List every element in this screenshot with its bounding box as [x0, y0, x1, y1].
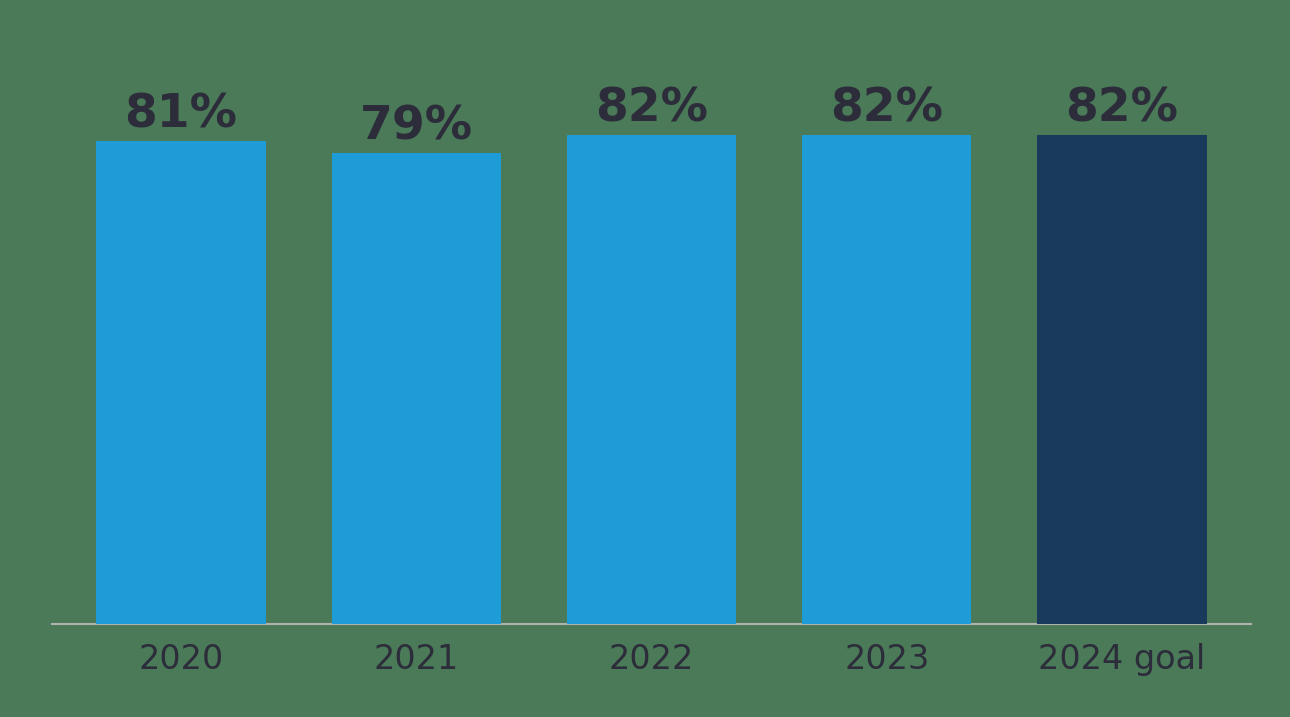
Text: 81%: 81% [124, 93, 237, 138]
Bar [332, 153, 501, 624]
Text: 82%: 82% [595, 87, 708, 132]
Bar [802, 135, 971, 624]
Text: 79%: 79% [360, 105, 472, 150]
Text: 82%: 82% [1066, 87, 1179, 132]
Bar [1037, 135, 1206, 624]
Text: 82%: 82% [831, 87, 943, 132]
Bar [566, 135, 737, 624]
Bar [97, 141, 266, 624]
